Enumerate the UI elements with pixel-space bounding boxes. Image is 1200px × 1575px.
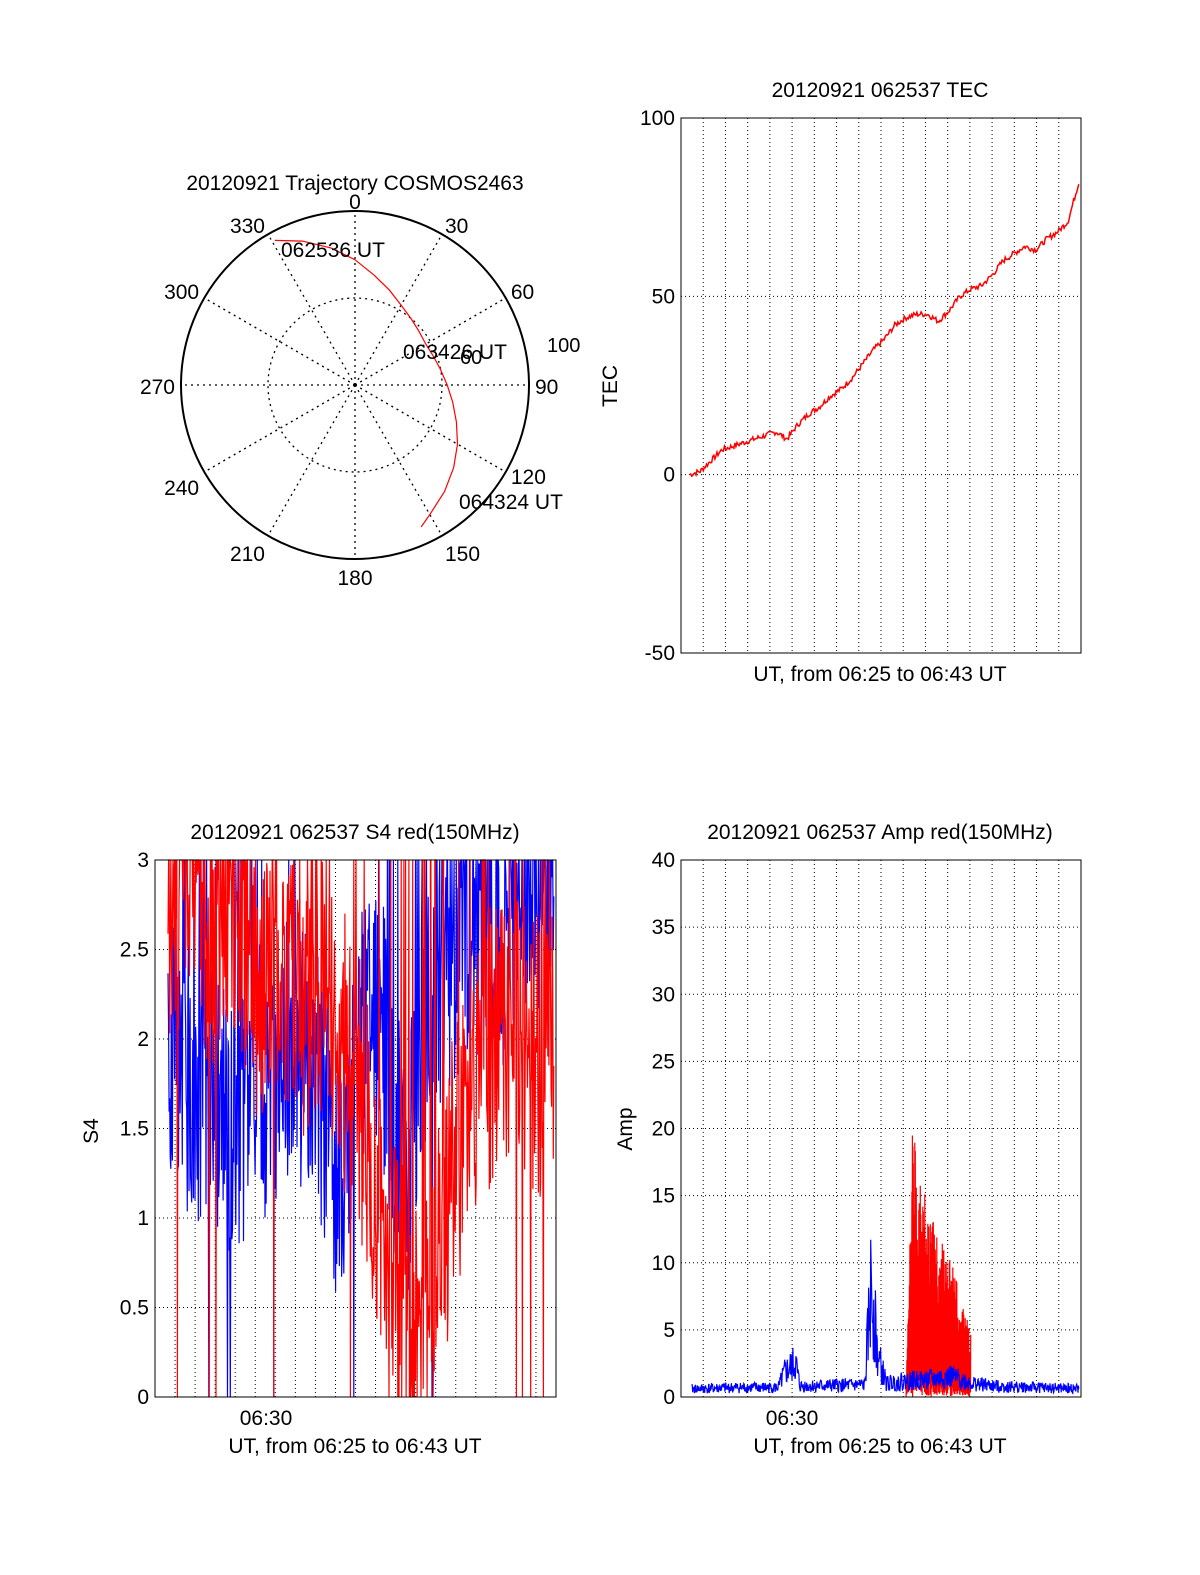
s4-title: 20120921 062537 S4 red(150MHz) bbox=[190, 821, 519, 844]
polar-inner-circle bbox=[267, 297, 443, 473]
amp-chart: 20120921 062537 Amp red(150MHz) 40 35 30 25… bbox=[614, 821, 1082, 1458]
y-tick-label: 35 bbox=[652, 916, 675, 939]
polar-spoke bbox=[354, 384, 507, 473]
y-tick-label: 0 bbox=[137, 1386, 149, 1409]
polar-spoke bbox=[354, 297, 507, 386]
y-tick-label: 100 bbox=[640, 107, 675, 130]
amp-xtick-label: 06:30 bbox=[766, 1407, 819, 1430]
y-tick-label: 10 bbox=[652, 1252, 675, 1275]
s4-y-tick-labels: 3 2.5 2 1.5 1 0.5 0 bbox=[120, 849, 149, 1409]
polar-angle-label: 90 bbox=[535, 376, 558, 399]
amp-grid bbox=[681, 860, 1081, 1397]
polar-spoke bbox=[203, 297, 356, 386]
tec-ylabel: TEC bbox=[599, 365, 622, 407]
y-tick-label: 20 bbox=[652, 1118, 675, 1141]
polar-angle-label: 120 bbox=[511, 466, 546, 489]
polar-spokes bbox=[181, 211, 529, 559]
s4-ylabel: S4 bbox=[80, 1118, 103, 1144]
trajectory-polar-chart: 20120921 Trajectory COSMOS2463 0 30 60 90 12… bbox=[140, 172, 580, 590]
polar-angle-label: 270 bbox=[140, 376, 175, 399]
tec-chart: 20120921 062537 TEC 100 50 0 -50 TEC UT, fr… bbox=[599, 79, 1082, 686]
polar-angle-labels: 0 30 60 90 120 150 180 210 240 270 300 330 bbox=[140, 191, 558, 590]
y-tick-label: 25 bbox=[652, 1050, 675, 1073]
polar-spoke bbox=[267, 384, 356, 537]
y-tick-label: -50 bbox=[645, 642, 675, 665]
polar-radius-label-60: 60 bbox=[460, 347, 482, 369]
polar-angle-label: 210 bbox=[230, 543, 265, 566]
s4-red-series-line bbox=[167, 859, 555, 1398]
amp-title: 20120921 062537 Amp red(150MHz) bbox=[707, 821, 1053, 844]
tec-y-tick-labels: 100 50 0 -50 bbox=[640, 107, 675, 665]
tec-series-line bbox=[689, 184, 1080, 478]
tec-plot-frame bbox=[680, 117, 1082, 654]
polar-angle-label: 30 bbox=[445, 215, 468, 238]
amp-red-series-line bbox=[905, 1135, 972, 1398]
trajectory-track-line bbox=[274, 239, 459, 528]
track-mid-label: 063426 UT bbox=[403, 341, 507, 364]
y-tick-label: 50 bbox=[652, 285, 675, 308]
polar-spoke bbox=[267, 233, 356, 386]
amp-plot-frame bbox=[680, 859, 1082, 1398]
y-tick-label: 3 bbox=[137, 849, 149, 872]
polar-outer-circle bbox=[180, 210, 530, 560]
y-tick-label: 1 bbox=[137, 1207, 149, 1230]
polar-angle-label: 330 bbox=[230, 215, 265, 238]
polar-angle-label: 300 bbox=[164, 281, 199, 304]
polar-angle-label: 180 bbox=[337, 567, 372, 590]
s4-chart: 20120921 062537 S4 red(150MHz) 3 2.5 2 1.5 1… bbox=[80, 821, 557, 1458]
polar-spoke bbox=[354, 384, 443, 537]
tec-grid bbox=[681, 118, 1081, 653]
s4-xtick-label: 06:30 bbox=[240, 1407, 293, 1430]
y-tick-label: 0 bbox=[663, 464, 675, 487]
polar-spoke bbox=[354, 233, 443, 386]
amp-ylabel: Amp bbox=[614, 1107, 637, 1150]
track-start-label: 062536 UT bbox=[281, 239, 385, 262]
polar-radius-label-100: 100 bbox=[547, 335, 580, 357]
s4-plot-frame bbox=[154, 859, 557, 1398]
polar-angle-label: 150 bbox=[445, 543, 480, 566]
polar-angle-label: 60 bbox=[511, 281, 534, 304]
y-tick-label: 5 bbox=[663, 1319, 675, 1342]
y-tick-label: 15 bbox=[652, 1185, 675, 1208]
amp-blue-series-line bbox=[691, 1239, 1080, 1395]
y-tick-label: 0.5 bbox=[120, 1297, 149, 1320]
polar-angle-label: 240 bbox=[164, 477, 199, 500]
tec-xlabel: UT, from 06:25 to 06:43 UT bbox=[753, 663, 1006, 686]
polar-angle-label: 0 bbox=[349, 191, 361, 214]
s4-blue-series-line bbox=[167, 859, 555, 1398]
y-tick-label: 30 bbox=[652, 983, 675, 1006]
polar-title: 20120921 Trajectory COSMOS2463 bbox=[186, 172, 523, 195]
y-tick-label: 40 bbox=[652, 849, 675, 872]
amp-y-tick-labels: 40 35 30 25 20 15 10 5 0 bbox=[652, 849, 675, 1409]
s4-xlabel: UT, from 06:25 to 06:43 UT bbox=[228, 1435, 481, 1458]
amp-xlabel: UT, from 06:25 to 06:43 UT bbox=[753, 1435, 1006, 1458]
tec-title: 20120921 062537 TEC bbox=[772, 79, 989, 102]
y-tick-label: 0 bbox=[663, 1386, 675, 1409]
track-end-label: 064324 UT bbox=[459, 491, 563, 514]
polar-spoke bbox=[203, 384, 356, 473]
y-tick-label: 2.5 bbox=[120, 939, 149, 962]
y-tick-label: 1.5 bbox=[120, 1118, 149, 1141]
y-tick-label: 2 bbox=[137, 1028, 149, 1051]
